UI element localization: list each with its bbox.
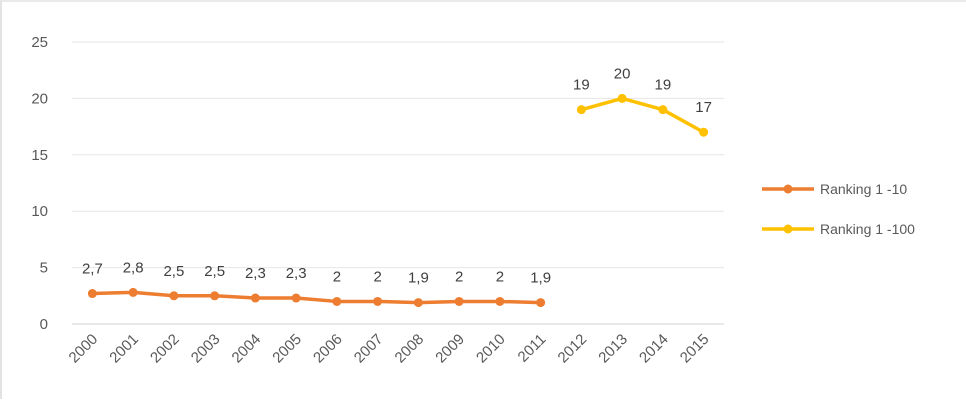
legend-marker (783, 224, 793, 234)
data-label: 2 (496, 268, 504, 285)
series-line-1 (90, 290, 543, 305)
data-label: 1,9 (530, 270, 551, 287)
data-label: 2 (373, 268, 381, 285)
y-tick-label: 20 (31, 90, 48, 107)
data-point (291, 293, 301, 303)
y-axis-tick-labels: 0 5 10 15 20 25 (31, 34, 48, 333)
data-label: 2 (333, 268, 341, 285)
legend-marker (783, 184, 793, 194)
x-tick-label: 2006 (310, 331, 346, 367)
x-tick-label: 2015 (677, 331, 713, 367)
x-axis-tick-labels: 2000 2001 2002 2003 2004 2005 2006 2007 2008 2009… (66, 331, 713, 367)
data-label: 20 (614, 65, 631, 82)
data-label: 2,3 (245, 265, 266, 282)
data-label: 2,3 (286, 265, 307, 282)
series-lines (87, 93, 709, 308)
x-tick-label: 2007 (351, 331, 387, 367)
x-tick-label: 2010 (473, 331, 509, 367)
data-label: 19 (655, 77, 672, 94)
x-tick-label: 2001 (106, 331, 142, 367)
data-point (169, 291, 179, 301)
x-tick-label: 2012 (555, 331, 591, 367)
y-tick-label: 5 (40, 260, 48, 277)
data-point (495, 296, 505, 306)
data-point (210, 291, 220, 301)
data-label: 1,9 (408, 270, 429, 287)
x-tick-label: 2004 (229, 331, 265, 367)
legend: Ranking 1 -10 Ranking 1 -100 (762, 181, 915, 237)
x-tick-label: 2005 (269, 331, 305, 367)
legend-label: Ranking 1 -100 (820, 221, 915, 237)
data-point (536, 298, 546, 308)
data-point (128, 287, 138, 297)
x-tick-label: 2011 (515, 331, 550, 366)
data-point (454, 296, 464, 306)
data-label: 2,8 (123, 259, 144, 276)
data-point (87, 289, 97, 299)
x-tick-label: 2014 (636, 331, 672, 367)
data-point (332, 296, 342, 306)
series-line-2 (579, 96, 706, 134)
data-point (658, 105, 668, 115)
x-tick-label: 2013 (595, 331, 631, 367)
data-label: 2,7 (82, 261, 103, 278)
y-tick-label: 25 (31, 34, 48, 51)
data-point (699, 127, 709, 137)
data-label: 17 (695, 99, 712, 116)
y-tick-label: 15 (31, 147, 48, 164)
x-tick-label: 2000 (66, 331, 102, 367)
gridlines (72, 41, 724, 325)
x-tick-label: 2003 (188, 331, 224, 367)
data-label: 2,5 (204, 263, 225, 280)
legend-label: Ranking 1 -10 (820, 181, 907, 197)
data-label: 2 (455, 268, 463, 285)
data-labels: 2,7 2,8 2,5 2,5 2,3 2,3 2 2 1,9 2 2 1,9 19 20 19 17 (82, 65, 712, 286)
x-tick-label: 2002 (147, 331, 183, 367)
data-label: 2,5 (163, 263, 184, 280)
y-tick-label: 10 (31, 203, 48, 220)
data-point (250, 293, 260, 303)
data-point (373, 296, 383, 306)
x-tick-label: 2009 (432, 331, 468, 367)
data-label: 19 (573, 77, 590, 94)
data-point (576, 105, 586, 115)
y-tick-label: 0 (40, 316, 48, 333)
data-point (617, 93, 627, 103)
x-tick-label: 2008 (392, 331, 428, 367)
data-point (413, 298, 423, 308)
